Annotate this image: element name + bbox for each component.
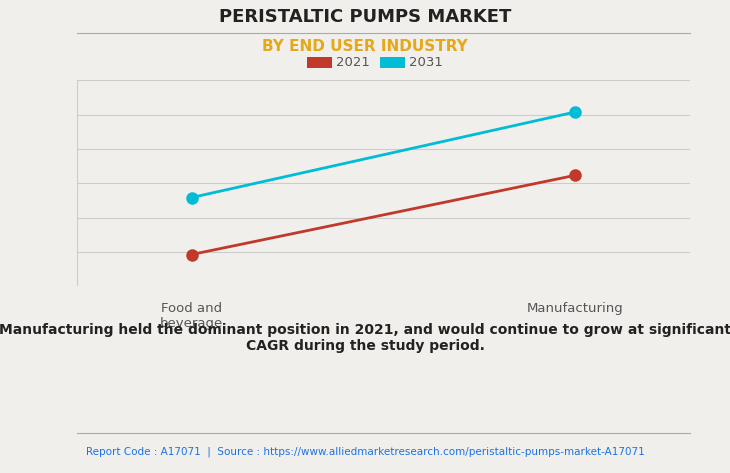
Text: Manufacturing held the dominant position in 2021, and would continue to grow at : Manufacturing held the dominant position…	[0, 323, 730, 353]
Text: BY END USER INDUSTRY: BY END USER INDUSTRY	[262, 39, 468, 54]
Text: PERISTALTIC PUMPS MARKET: PERISTALTIC PUMPS MARKET	[219, 8, 511, 26]
Text: 2021: 2021	[336, 56, 369, 69]
Text: Report Code : A17071  |  Source : https://www.alliedmarketresearch.com/peristalt: Report Code : A17071 | Source : https://…	[85, 447, 645, 457]
Text: 2031: 2031	[409, 56, 442, 69]
